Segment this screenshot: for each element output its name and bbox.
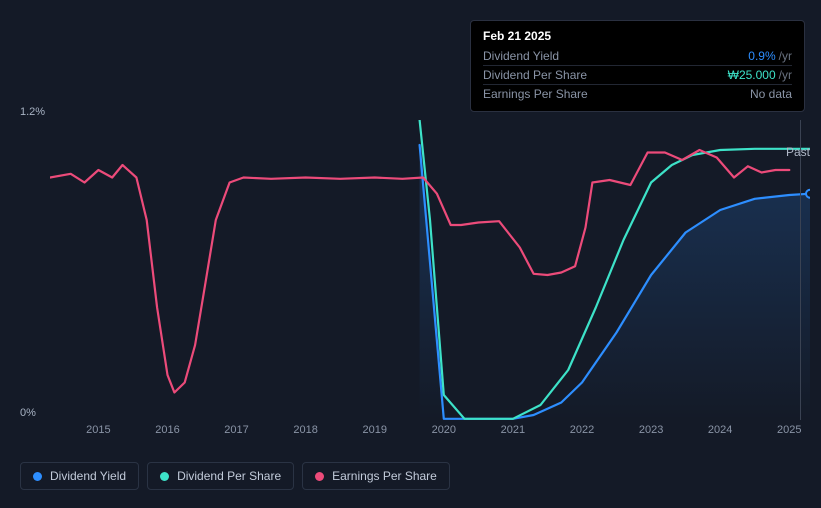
chart-plot[interactable]: Past bbox=[50, 120, 810, 420]
x-axis-tick: 2025 bbox=[777, 424, 801, 436]
x-axis-tick: 2016 bbox=[155, 424, 179, 436]
past-label: Past bbox=[786, 145, 810, 159]
tooltip-row-label: Dividend Per Share bbox=[483, 68, 587, 82]
x-axis-tick: 2023 bbox=[639, 424, 663, 436]
x-axis-tick: 2015 bbox=[86, 424, 110, 436]
legend-item[interactable]: Dividend Per Share bbox=[147, 462, 294, 490]
y-axis-min: 0% bbox=[20, 407, 36, 419]
legend-item[interactable]: Dividend Yield bbox=[20, 462, 139, 490]
tooltip-row-label: Dividend Yield bbox=[483, 49, 559, 63]
legend-dot bbox=[33, 472, 42, 481]
tooltip-row-value: 0.9%/yr bbox=[748, 49, 792, 63]
x-axis-tick: 2018 bbox=[293, 424, 317, 436]
legend-dot bbox=[160, 472, 169, 481]
x-axis-tick: 2021 bbox=[501, 424, 525, 436]
chart-tooltip: Feb 21 2025 Dividend Yield0.9%/yrDividen… bbox=[470, 20, 805, 112]
x-axis-tick: 2017 bbox=[224, 424, 248, 436]
x-axis-tick: 2019 bbox=[362, 424, 386, 436]
x-axis-tick: 2022 bbox=[570, 424, 594, 436]
tooltip-date: Feb 21 2025 bbox=[483, 29, 792, 43]
series-endpoint bbox=[806, 190, 810, 198]
legend: Dividend Yield Dividend Per Share Earnings… bbox=[20, 462, 450, 490]
legend-dot bbox=[315, 472, 324, 481]
legend-label: Dividend Per Share bbox=[177, 469, 281, 483]
tooltip-row-value: ₩25.000/yr bbox=[728, 68, 792, 82]
tooltip-row: Dividend Yield 0.9%/yr bbox=[483, 47, 792, 65]
x-axis: 2015 2016 2017 2018 2019 2020 2021 2022 2023 2024… bbox=[50, 420, 810, 440]
y-axis-max: 1.2% bbox=[20, 106, 45, 118]
x-axis-tick: 2020 bbox=[432, 424, 456, 436]
tooltip-row-label: Earnings Per Share bbox=[483, 87, 588, 101]
tooltip-row: Earnings Per Share No data bbox=[483, 84, 792, 103]
chart-area: 1.2% 0% Past 201520162017201820192020202… bbox=[20, 110, 810, 440]
tooltip-row-value: No data bbox=[750, 87, 792, 101]
x-axis-tick: 2024 bbox=[708, 424, 732, 436]
hover-line bbox=[800, 120, 801, 420]
legend-label: Dividend Yield bbox=[50, 469, 126, 483]
tooltip-row: Dividend Per Share ₩25.000/yr bbox=[483, 65, 792, 84]
legend-item[interactable]: Earnings Per Share bbox=[302, 462, 450, 490]
legend-label: Earnings Per Share bbox=[332, 469, 437, 483]
